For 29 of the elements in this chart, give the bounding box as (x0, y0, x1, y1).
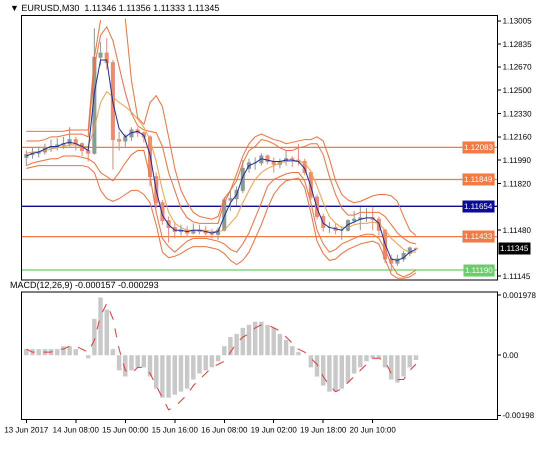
x-tick-label: 13 Jun 2017 (4, 426, 49, 435)
ref-line-label: 1.11654 (464, 202, 493, 211)
y-tick-label: 1.11820 (502, 179, 532, 188)
y-tick-label: 1.12160 (502, 132, 532, 142)
x-tick-label: 16 Jun 08:00 (201, 426, 248, 435)
ref-line-label: 1.11433 (464, 232, 493, 241)
x-tick-label: 15 Jun 00:00 (102, 426, 149, 435)
x-tick-label: 19 Jun 18:00 (300, 426, 347, 435)
y-tick-label: 1.12500 (502, 86, 532, 95)
y-tick-label: 1.11480 (502, 226, 532, 235)
y-tick-label: 1.11145 (502, 272, 531, 281)
chart-title: MACD(12,26,9) -0.000157 -0.000293 (10, 280, 159, 290)
y-tick-label: 1.12330 (502, 109, 532, 118)
y-tick-label: 1.13005 (502, 16, 532, 26)
x-tick-label: 14 Jun 08:00 (52, 426, 100, 435)
ref-line-label: 1.12083 (464, 143, 494, 152)
text: 1.11345 (500, 244, 529, 253)
y-tick-label: -0.00198 (502, 411, 535, 420)
y-tick-label: 1.12670 (502, 62, 532, 72)
ref-line-label: 1.11849 (464, 175, 493, 184)
ref-line-label: 1.11190 (465, 266, 494, 275)
y-tick-label: 1.11990 (502, 156, 532, 165)
y-tick-label: 0.00 (502, 351, 519, 360)
y-tick-label: 1.12835 (502, 40, 532, 49)
x-tick-label: 20 Jun 10:00 (350, 426, 396, 435)
x-tick-label: 15 Jun 16:00 (152, 426, 198, 435)
y-tick-label: 0.001978 (502, 290, 537, 300)
x-tick-label: 19 Jun 02:00 (250, 426, 298, 435)
chart-title: ▼ EURUSD,M30 1.11346 1.11356 1.11333 1.11345 (10, 3, 220, 13)
